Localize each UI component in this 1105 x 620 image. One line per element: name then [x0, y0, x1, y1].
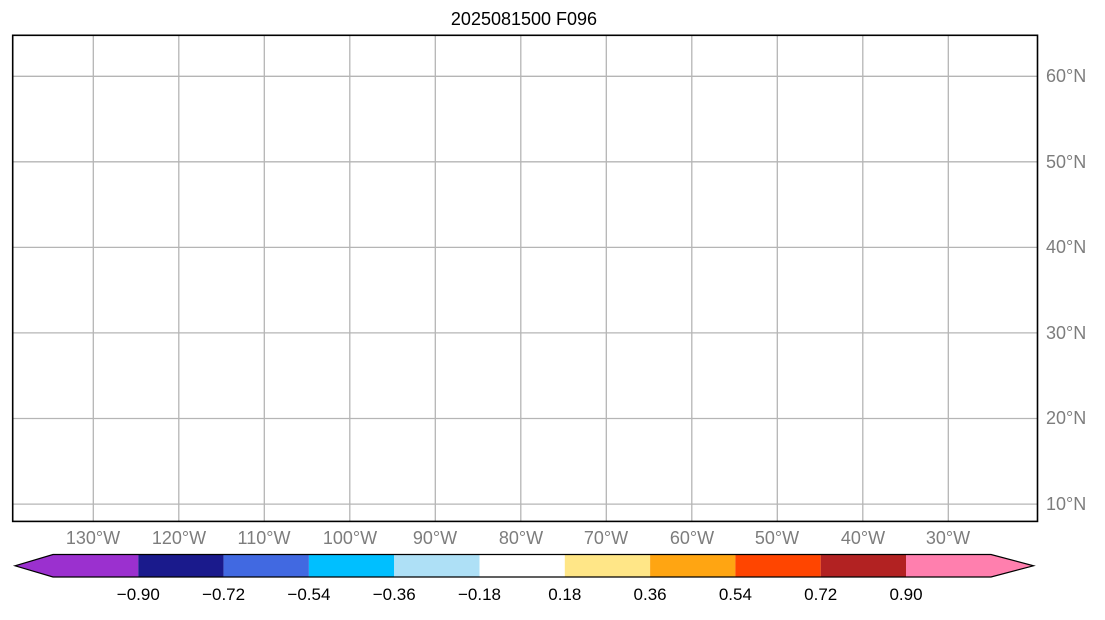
svg-text:−0.90: −0.90: [117, 585, 160, 604]
svg-text:50°N: 50°N: [1046, 152, 1086, 172]
svg-text:0.90: 0.90: [889, 585, 922, 604]
svg-text:70°W: 70°W: [584, 528, 628, 548]
svg-text:20°N: 20°N: [1046, 408, 1086, 428]
svg-text:90°W: 90°W: [413, 528, 457, 548]
svg-text:0.54: 0.54: [719, 585, 752, 604]
svg-text:0.18: 0.18: [548, 585, 581, 604]
svg-text:60°N: 60°N: [1046, 66, 1086, 86]
svg-text:−0.36: −0.36: [373, 585, 416, 604]
svg-text:−0.72: −0.72: [202, 585, 245, 604]
svg-text:0.72: 0.72: [804, 585, 837, 604]
svg-text:−0.54: −0.54: [287, 585, 330, 604]
svg-text:0.36: 0.36: [634, 585, 667, 604]
svg-text:50°W: 50°W: [755, 528, 799, 548]
svg-text:−0.18: −0.18: [458, 585, 501, 604]
svg-text:40°N: 40°N: [1046, 237, 1086, 257]
svg-text:2025081500 F096: 2025081500 F096: [451, 9, 597, 29]
svg-text:30°N: 30°N: [1046, 323, 1086, 343]
svg-text:60°W: 60°W: [670, 528, 714, 548]
svg-text:120°W: 120°W: [152, 528, 206, 548]
svg-text:80°W: 80°W: [499, 528, 543, 548]
svg-text:10°N: 10°N: [1046, 494, 1086, 514]
svg-text:110°W: 110°W: [238, 528, 291, 548]
svg-text:100°W: 100°W: [323, 528, 377, 548]
svg-text:40°W: 40°W: [841, 528, 885, 548]
svg-text:30°W: 30°W: [926, 528, 970, 548]
svg-text:130°W: 130°W: [66, 528, 120, 548]
